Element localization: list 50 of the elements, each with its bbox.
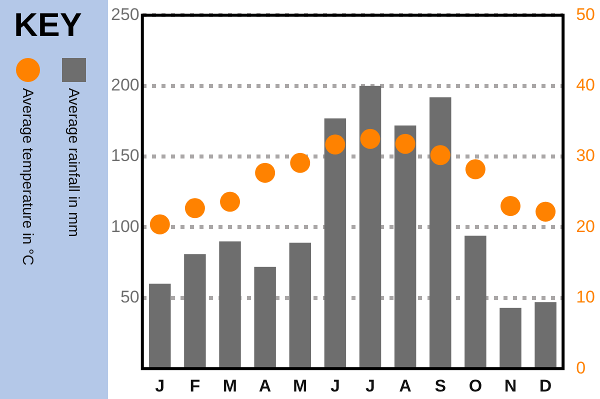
y2-tick-label: 30 [576, 146, 596, 166]
bar [184, 254, 206, 369]
point [360, 128, 380, 149]
point [290, 152, 310, 173]
y-tick-label: 50 [120, 288, 140, 307]
bar [324, 118, 346, 369]
x-tick-label: J [330, 376, 340, 396]
x-tick-label: M [222, 376, 238, 396]
x-tick-label: S [434, 376, 446, 396]
bar [254, 266, 276, 369]
point [220, 192, 240, 212]
y2-tick-label: 0 [576, 358, 586, 378]
bar [464, 236, 486, 369]
legend-title: KEY [14, 6, 82, 44]
point [184, 198, 205, 218]
bar [149, 284, 171, 369]
y2-tick-label: 20 [576, 216, 596, 236]
x-tick-label: A [399, 376, 412, 396]
point [150, 214, 170, 234]
point [536, 202, 556, 222]
point [465, 159, 486, 180]
bar [500, 308, 522, 369]
bar [534, 302, 556, 369]
x-tick-label: A [258, 376, 272, 396]
legend-label: Average rainfall in mm [65, 88, 82, 237]
point [500, 196, 520, 216]
x-tick-label: O [468, 376, 482, 396]
x-tick-label: N [504, 376, 517, 396]
bar [289, 242, 312, 369]
x-tick-label: F [190, 376, 200, 396]
bar [430, 97, 452, 369]
x-tick-label: M [293, 376, 308, 396]
point [430, 145, 450, 166]
x-tick-label: D [539, 376, 552, 396]
y-tick-label: 250 [110, 4, 140, 24]
bar [394, 125, 416, 369]
point [255, 162, 276, 183]
legend-label: Average temperature in °C [19, 88, 36, 266]
y-tick-label: 150 [110, 146, 140, 166]
y-tick-label: 200 [110, 76, 140, 95]
point [395, 134, 416, 154]
y2-tick-label: 40 [576, 76, 596, 95]
bar [219, 241, 241, 369]
y2-tick-label: 10 [576, 288, 596, 307]
y-tick-label: 100 [110, 216, 140, 236]
point [325, 134, 346, 155]
bar [359, 86, 382, 369]
x-tick-label: J [366, 376, 375, 396]
x-tick-label: J [155, 376, 165, 396]
y2-tick-label: 50 [576, 4, 596, 24]
